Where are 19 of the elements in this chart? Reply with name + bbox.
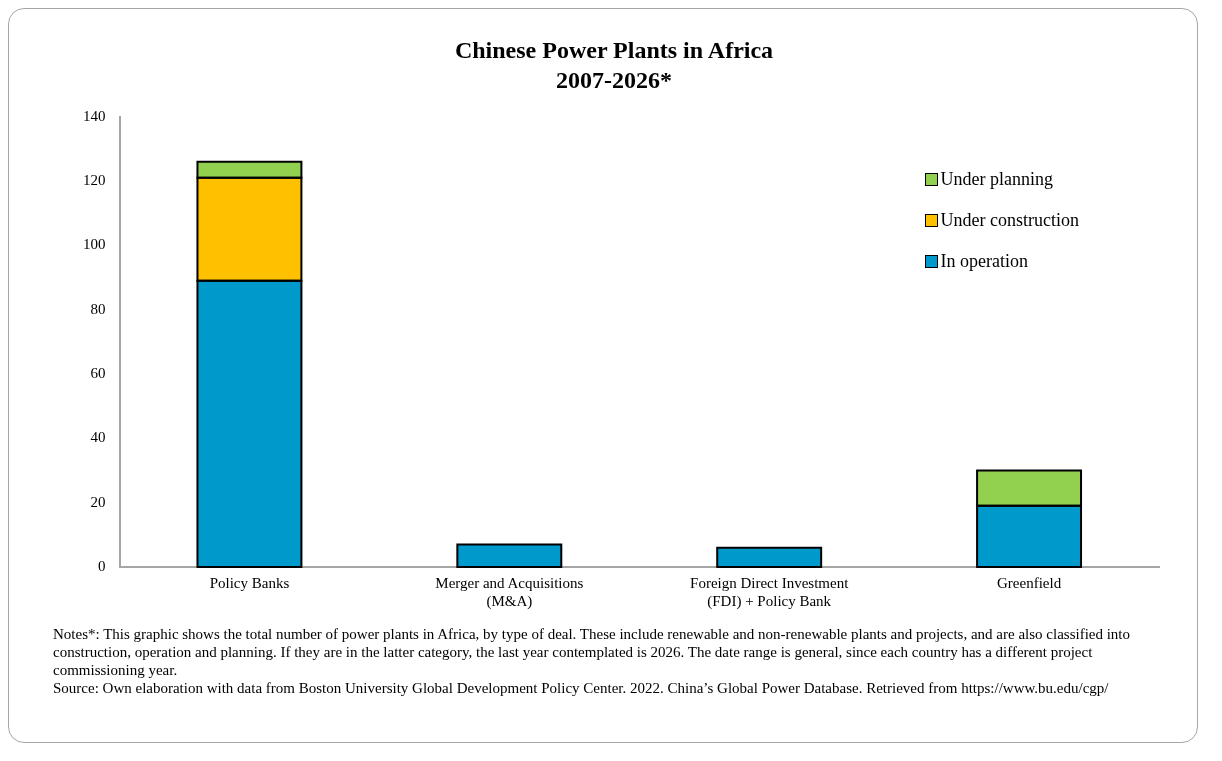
y-tick-label: 40 — [90, 429, 106, 446]
y-tick-label: 0 — [98, 557, 106, 574]
legend-label: In operation — [940, 251, 1028, 272]
text: Notes*: This graphic shows the total number of power plants in Africa, by type of deal. These include renewable and non-renewable plants and projects, and are also classified into construction, operation and planning. If they are in the latter category, the last year contemplated is 2026. The date range is general, since each country has a different project commissioning year. — [53, 625, 1132, 679]
x-tick-label: Greenfield — [996, 574, 1062, 591]
y-tick-label: 120 — [83, 171, 106, 188]
legend-label: Under planning — [940, 169, 1054, 190]
y-tick-label: 100 — [83, 236, 106, 253]
y-tick-label: 60 — [90, 364, 106, 381]
chart-subtitle: 2007-2026* — [556, 67, 672, 94]
y-tick-label: 140 — [83, 107, 106, 124]
x-tick-label: Foreign Direct Investment (FDI) + Policy Bank — [690, 574, 850, 610]
legend-label: Under construction — [940, 210, 1079, 231]
y-tick-label: 80 — [90, 300, 106, 317]
chart-title: Chinese Power Plants in Africa — [454, 36, 774, 63]
x-tick-label: Merger and Acquisitions (M&A) — [435, 574, 584, 610]
y-tick-label: 20 — [90, 493, 106, 510]
x-tick-label: Policy Banks — [209, 574, 290, 591]
source-note: Source: Own elaboration with data from Boston University Global Development Policy Center. 2022. China’s Global Power Database. Retrieved from https://www.bu.edu/cgp/ — [53, 679, 1110, 697]
